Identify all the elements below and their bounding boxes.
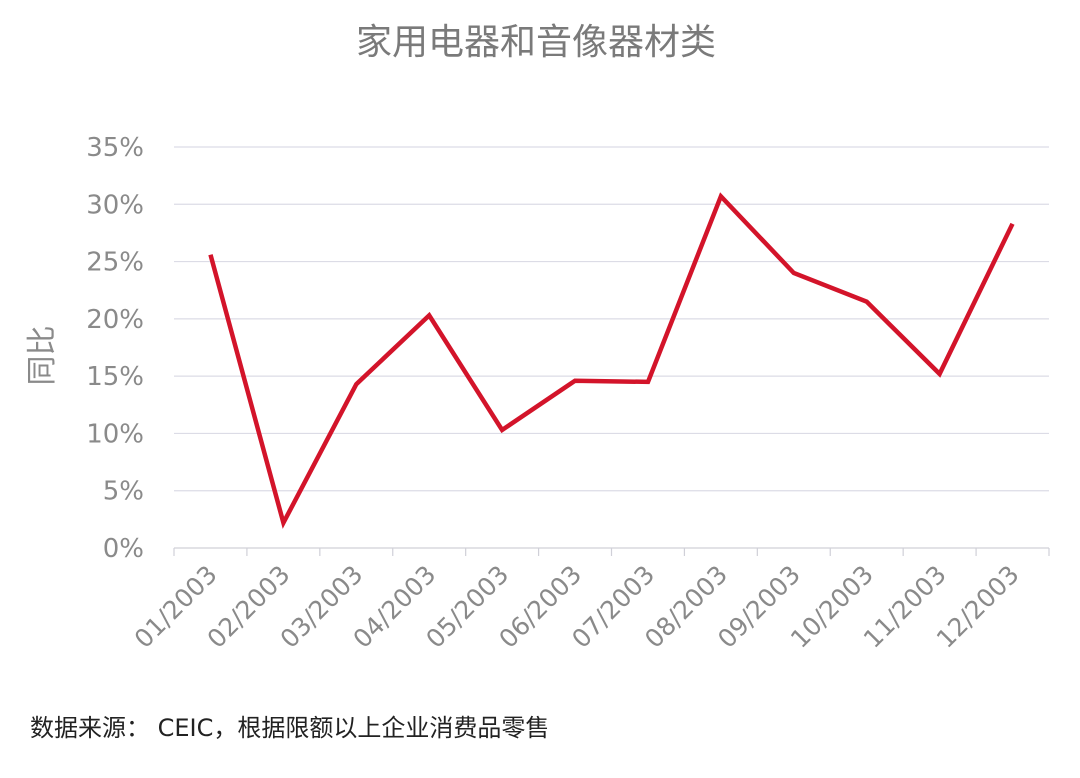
y-tick-label: 10% [86,419,144,449]
y-tick-label: 35% [86,133,144,163]
series-line [208,192,1015,529]
y-tick-label: 0% [103,534,144,564]
y-tick-label: 15% [86,362,144,392]
y-axis-ticks: 0% 5% 10% 15% 20% 25% 30% 35% [86,133,144,564]
source-note: 数据来源： CEIC，根据限额以上企业消费品零售 [30,714,550,742]
y-tick-label: 25% [86,248,144,278]
chart-title: 家用电器和音像器材类 [356,22,716,63]
y-axis-label: 同比 [25,326,60,386]
gridlines [174,146,1049,492]
x-axis-ticks: 01/200302/200303/200304/200305/200306/20… [129,560,1025,654]
y-tick-label: 20% [86,305,144,335]
series-layer [208,192,1015,529]
y-tick-label: 30% [86,190,144,220]
x-axis [173,547,1050,556]
y-tick-label: 5% [103,477,144,507]
